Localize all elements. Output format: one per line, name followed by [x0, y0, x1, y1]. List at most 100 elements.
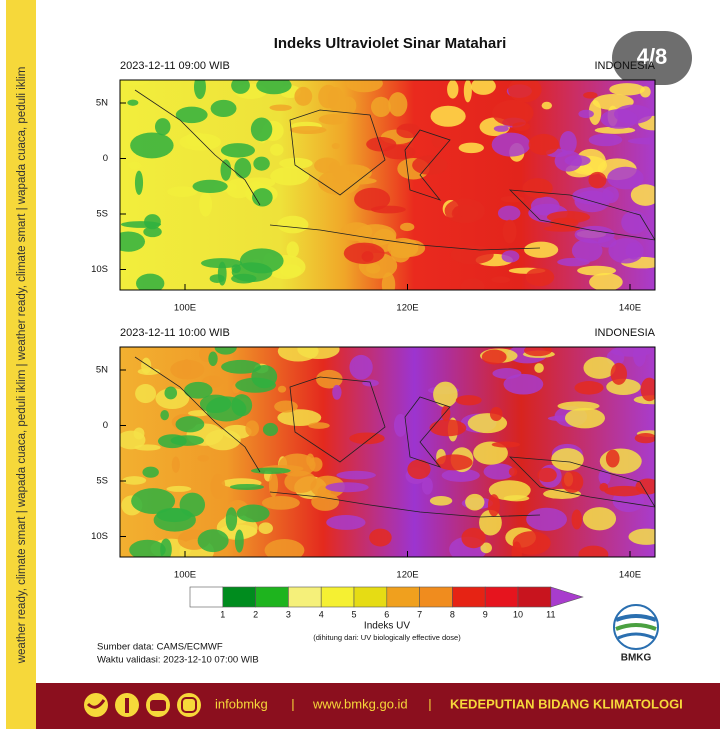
uv-blob — [525, 267, 555, 287]
uv-blob — [318, 114, 348, 125]
uv-blob — [634, 432, 655, 444]
uv-blob — [492, 99, 534, 126]
uv-blob — [182, 359, 192, 377]
uv-blob — [400, 222, 415, 232]
uv-blob — [277, 409, 322, 427]
uv-blob — [345, 80, 383, 93]
uv-blob — [465, 493, 485, 511]
uv-blob — [522, 178, 553, 199]
uv-blob — [252, 188, 273, 207]
page-badge[interactable] — [612, 31, 692, 85]
separator: | — [291, 696, 294, 711]
uv-blob — [390, 242, 411, 263]
badge-text: 4/8 — [637, 44, 668, 69]
uv-blob — [366, 263, 381, 274]
uv-blob — [297, 347, 340, 360]
uv-blob — [209, 274, 225, 283]
uv-blob — [127, 161, 142, 170]
uv-blob — [185, 132, 207, 147]
lat-tick-label: 10S — [91, 531, 108, 542]
uv-blob — [231, 264, 241, 273]
lon-tick-label: 120E — [396, 303, 418, 314]
colorbar-segment — [484, 586, 519, 608]
uv-blob — [262, 422, 279, 437]
lat-tick-label: 5S — [96, 209, 108, 220]
uv-blob — [489, 406, 503, 422]
colorbar-segment — [452, 586, 486, 608]
uv-blob — [261, 495, 300, 510]
uv-blob — [270, 166, 310, 186]
uv-blob — [120, 80, 150, 86]
uv-blob — [508, 80, 542, 103]
uv-blob — [294, 86, 313, 106]
colorbar-label: 5 — [351, 609, 356, 619]
uv-blob — [543, 225, 581, 232]
colorbar-segment — [517, 586, 552, 608]
uv-blob — [250, 467, 291, 474]
uv-blob — [268, 472, 279, 498]
uv-blob — [120, 430, 146, 450]
map-frame — [119, 346, 656, 558]
twitter-icon[interactable] — [84, 693, 108, 717]
uv-blob — [633, 347, 646, 367]
uv-blob — [473, 441, 508, 465]
uv-blob — [130, 132, 174, 159]
uv-blob — [316, 369, 343, 389]
uv-blob — [534, 363, 544, 373]
coastline — [269, 224, 541, 251]
uv-blob — [229, 483, 264, 490]
uv-blob — [250, 117, 273, 142]
uv-blob — [157, 434, 187, 449]
uv-blob — [491, 441, 521, 448]
uv-blob — [332, 384, 342, 400]
uv-blob — [588, 133, 623, 147]
uv-blob — [142, 466, 159, 478]
uv-blob — [491, 276, 511, 284]
uv-blob — [164, 386, 178, 400]
uv-blob — [512, 531, 551, 555]
uv-blob — [234, 529, 244, 553]
uv-blob — [526, 507, 568, 531]
uv-blob — [630, 184, 655, 206]
coastline — [404, 396, 451, 468]
uv-blob — [318, 84, 339, 109]
map-frame — [119, 79, 656, 291]
coastline — [289, 109, 386, 196]
uv-blob — [135, 383, 157, 404]
uv-blob — [193, 80, 206, 100]
uv-blob — [594, 126, 636, 134]
uv-blob — [524, 241, 559, 258]
lat-tick-label: 0 — [103, 420, 108, 431]
uv-blob — [528, 133, 560, 156]
uv-blob — [279, 157, 313, 169]
validity: Waktu validasi: 2023-12-10 07:00 WIB — [97, 655, 259, 666]
uv-blob — [264, 539, 305, 557]
uv-blob — [289, 125, 327, 135]
uv-blob — [431, 134, 443, 148]
lon-tick-label: 100E — [174, 303, 196, 314]
uv-blob — [463, 80, 472, 103]
uv-blob — [429, 495, 453, 506]
uv-blob — [370, 205, 406, 214]
uv-blob — [269, 104, 292, 111]
uv-blob — [497, 205, 521, 221]
uv-blob — [493, 125, 509, 132]
website[interactable]: www.bmkg.go.id — [312, 696, 408, 711]
colorbar-segment — [189, 586, 224, 608]
instagram-icon[interactable] — [177, 693, 201, 717]
panel-region: INDONESIA — [594, 327, 655, 339]
uv-blob — [231, 262, 273, 283]
uv-blob — [588, 99, 602, 125]
uv-blob — [546, 211, 591, 224]
uv-blob — [441, 468, 480, 482]
panel-date: 2023-12-11 10:00 WIB — [120, 327, 230, 339]
side-text: weather ready, climate smart | wapada cu… — [16, 67, 28, 665]
colorbar-label: 6 — [384, 609, 389, 619]
colorbar-label: 11 — [546, 609, 555, 619]
uv-blob — [481, 349, 507, 365]
uv-blob — [500, 195, 525, 203]
uv-blob — [231, 80, 250, 94]
uv-blob — [120, 268, 130, 279]
uv-blob — [433, 381, 458, 408]
uv-field — [120, 347, 655, 557]
